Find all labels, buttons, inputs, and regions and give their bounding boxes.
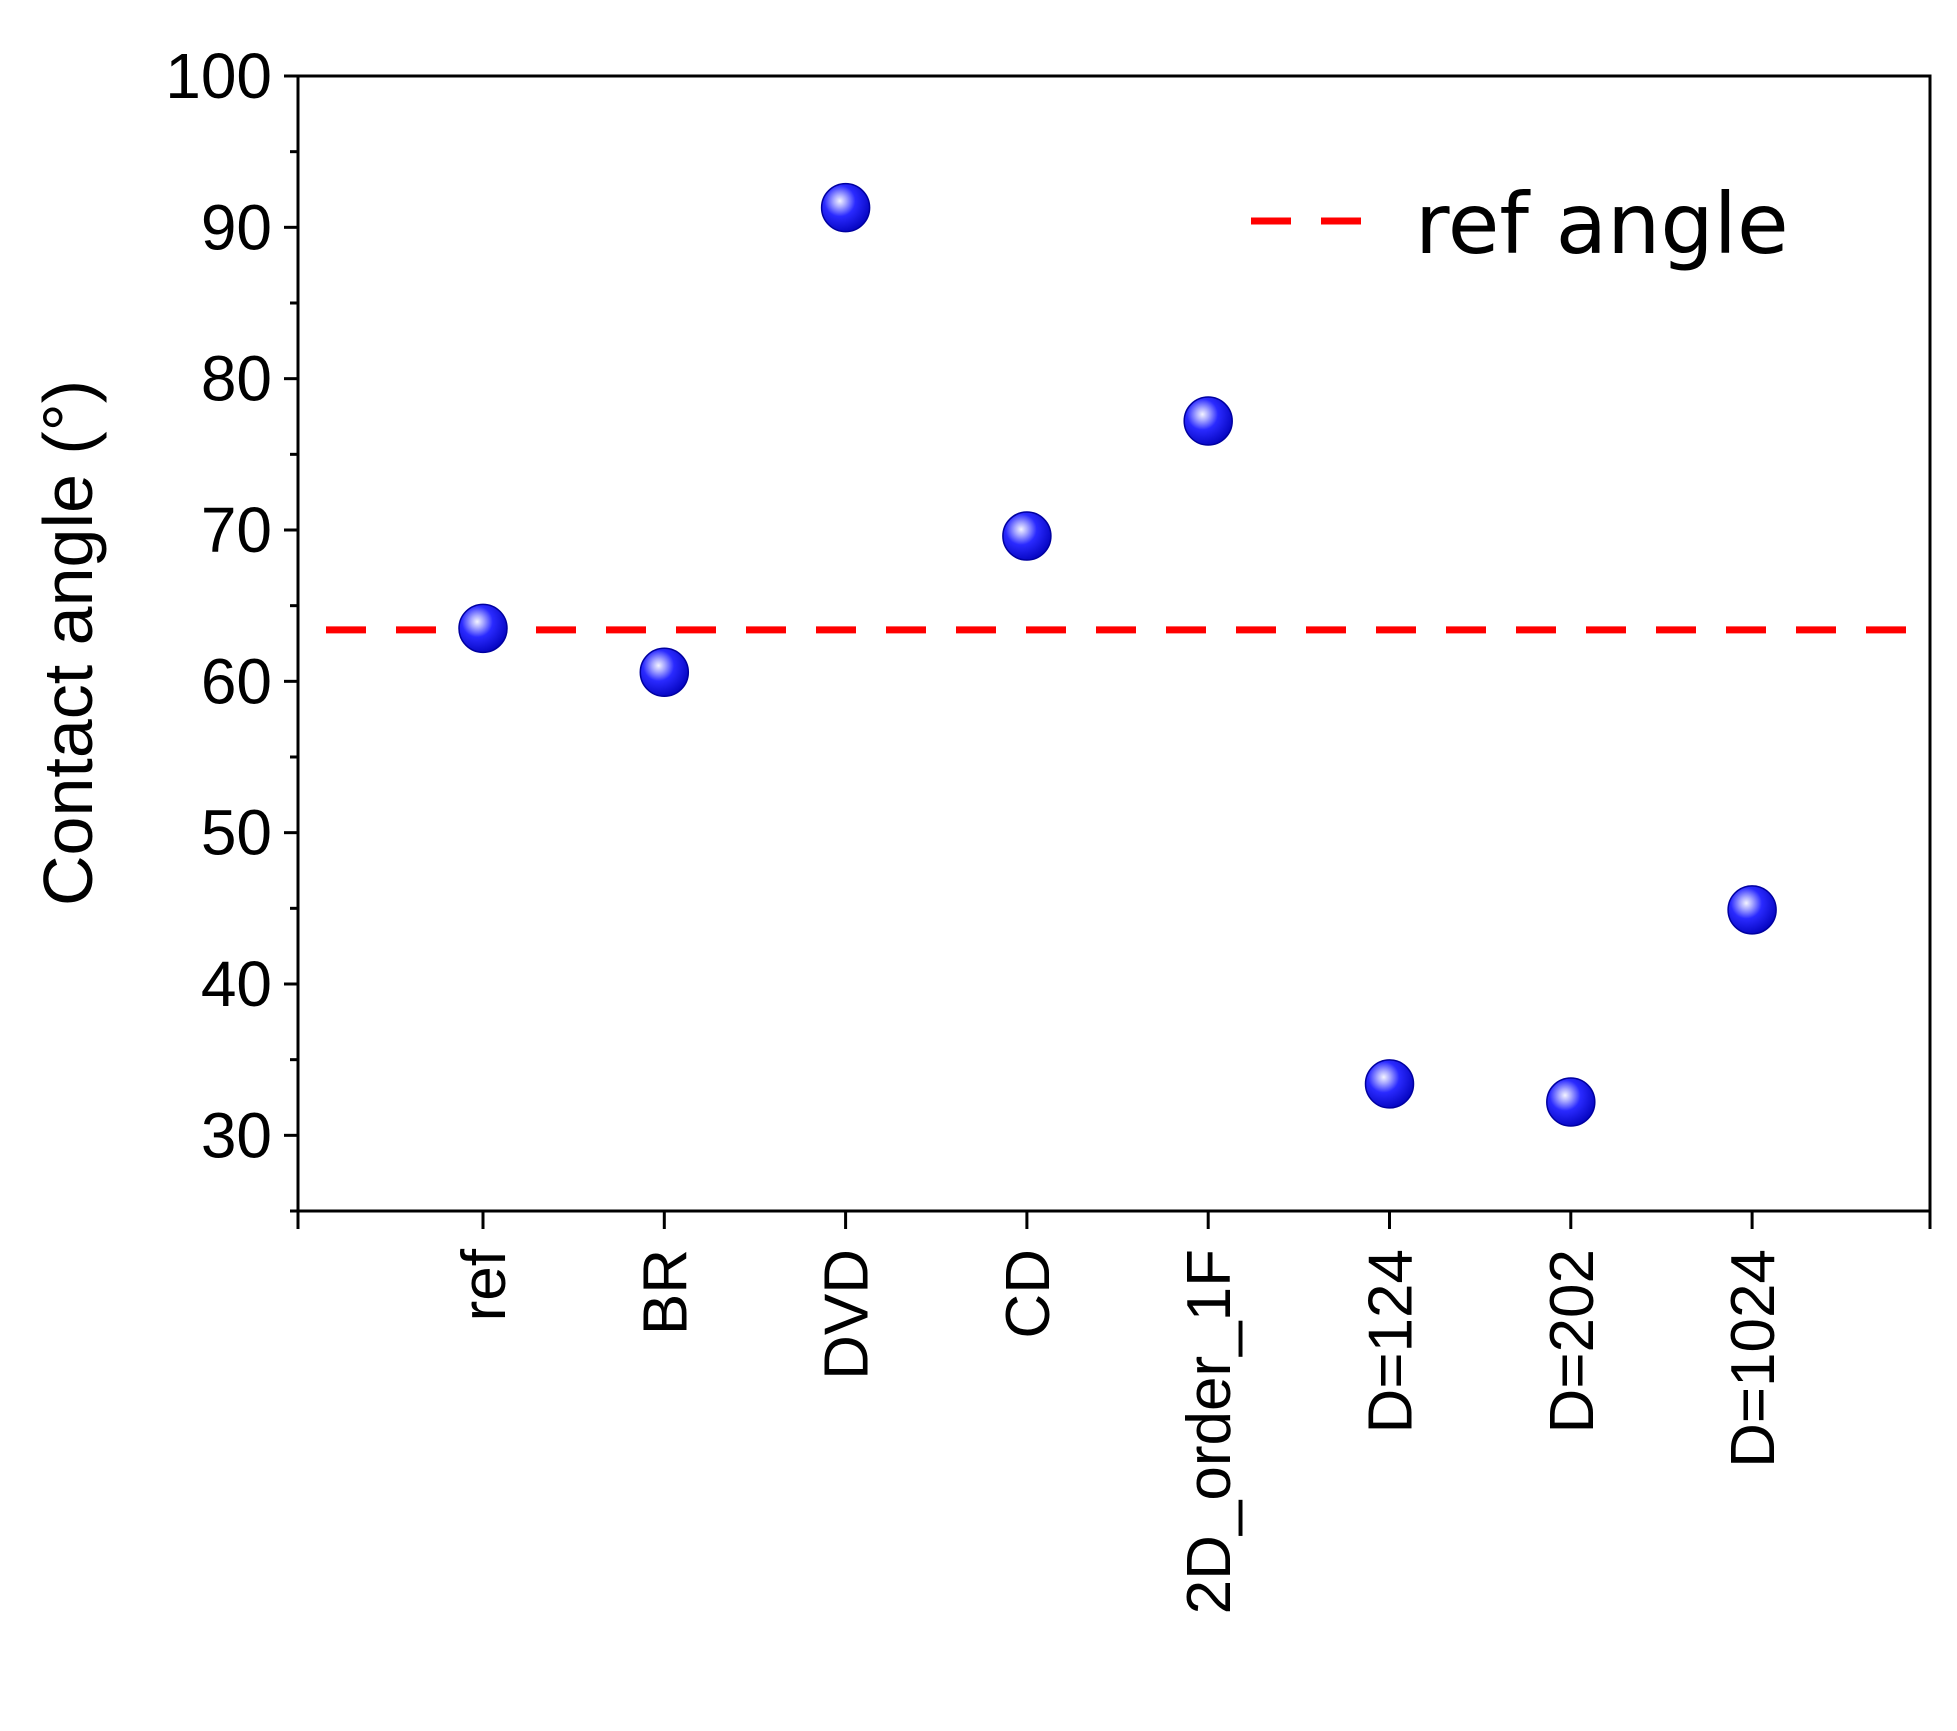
y-tick-label: 90	[201, 191, 272, 263]
x-category-label: D=1024	[1719, 1249, 1788, 1468]
y-tick-label: 40	[201, 948, 272, 1020]
x-category-label: ref	[450, 1248, 519, 1321]
data-point	[1183, 396, 1233, 446]
plot-frame	[296, 74, 1932, 1213]
x-category-label: DVD	[813, 1249, 882, 1380]
x-axis: ref BR DVD CD 2D_order_1F D=124 D=202 D=1024	[296, 1211, 1932, 1614]
y-axis: 30 40 50 60 70 80 90 100	[165, 40, 298, 1213]
legend-ref-label: ref angle	[1415, 175, 1789, 273]
legend: ref angle	[1251, 175, 1789, 273]
data-point	[1364, 1059, 1415, 1109]
x-category-label: CD	[994, 1249, 1063, 1339]
y-tick-label: 70	[201, 494, 272, 566]
data-point	[458, 603, 508, 654]
y-tick-label: 30	[201, 1099, 272, 1171]
data-point	[1002, 511, 1052, 561]
y-tick-label: 60	[201, 645, 272, 717]
data-point	[820, 182, 871, 233]
data-points	[458, 182, 1777, 1127]
y-axis-title: Contact angle (°)	[29, 380, 107, 906]
x-category-label: 2D_order_1F	[1175, 1249, 1244, 1614]
x-category-label: BR	[631, 1249, 700, 1335]
y-tick-label: 100	[165, 40, 272, 112]
data-point	[639, 647, 690, 698]
data-point	[1727, 885, 1777, 935]
y-tick-label: 80	[201, 343, 272, 415]
x-category-label: D=202	[1538, 1249, 1607, 1433]
data-point	[1546, 1077, 1596, 1127]
y-tick-label: 50	[201, 797, 272, 869]
x-category-label: D=124	[1357, 1249, 1426, 1433]
